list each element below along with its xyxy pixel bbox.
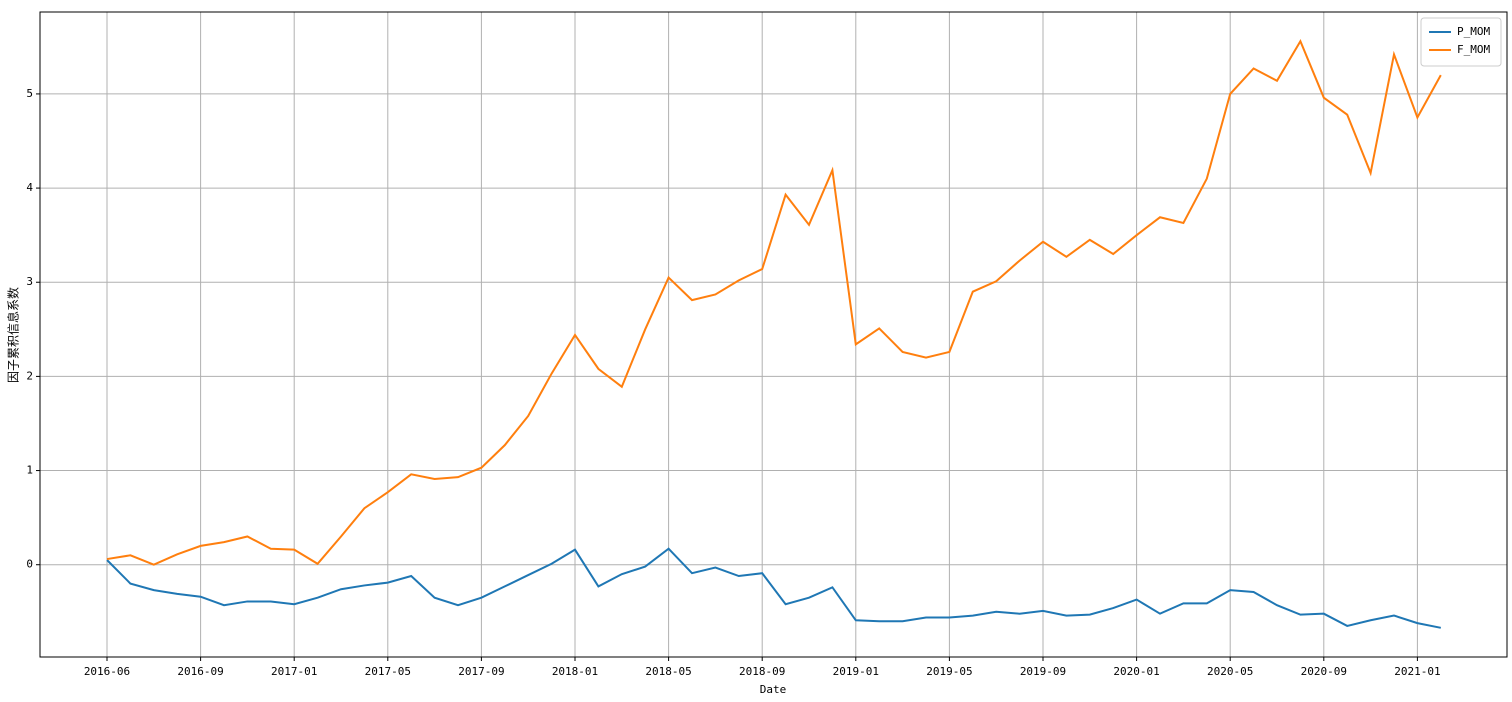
x-tick-label: 2016-09 [177, 665, 223, 678]
x-tick-label: 2019-09 [1020, 665, 1066, 678]
y-tick-label: 2 [26, 369, 33, 382]
legend-label: F_MOM [1457, 43, 1490, 56]
line-series [106, 38, 1442, 566]
x-tick-label: 2020-09 [1301, 665, 1347, 678]
x-tick-label: 2021-01 [1394, 665, 1440, 678]
x-axis-label: Date [760, 683, 787, 696]
x-tick-label: 2017-01 [271, 665, 317, 678]
y-tick-label: 0 [26, 558, 33, 571]
legend-label: P_MOM [1457, 25, 1490, 38]
x-tick-label: 2017-05 [365, 665, 411, 678]
x-tick-label: 2019-05 [926, 665, 972, 678]
line-series [106, 547, 1441, 629]
plot-frame [39, 11, 1508, 658]
y-axis-label: 因子累积信息系数 [6, 287, 21, 383]
y-tick-label: 5 [26, 87, 33, 100]
x-tick-label: 2018-05 [645, 665, 691, 678]
x-tick-label: 2019-01 [833, 665, 879, 678]
x-tick-label: 2018-09 [739, 665, 785, 678]
x-tick-label: 2017-09 [458, 665, 504, 678]
x-tick-label: 2018-01 [552, 665, 598, 678]
legend-box [1420, 17, 1502, 67]
x-tick-label: 2020-05 [1207, 665, 1253, 678]
y-tick-label: 3 [26, 275, 33, 288]
y-tick-label: 1 [26, 464, 33, 477]
y-tick-label: 4 [26, 181, 33, 194]
x-tick-label: 2020-01 [1113, 665, 1159, 678]
x-tick-label: 2016-06 [84, 665, 130, 678]
